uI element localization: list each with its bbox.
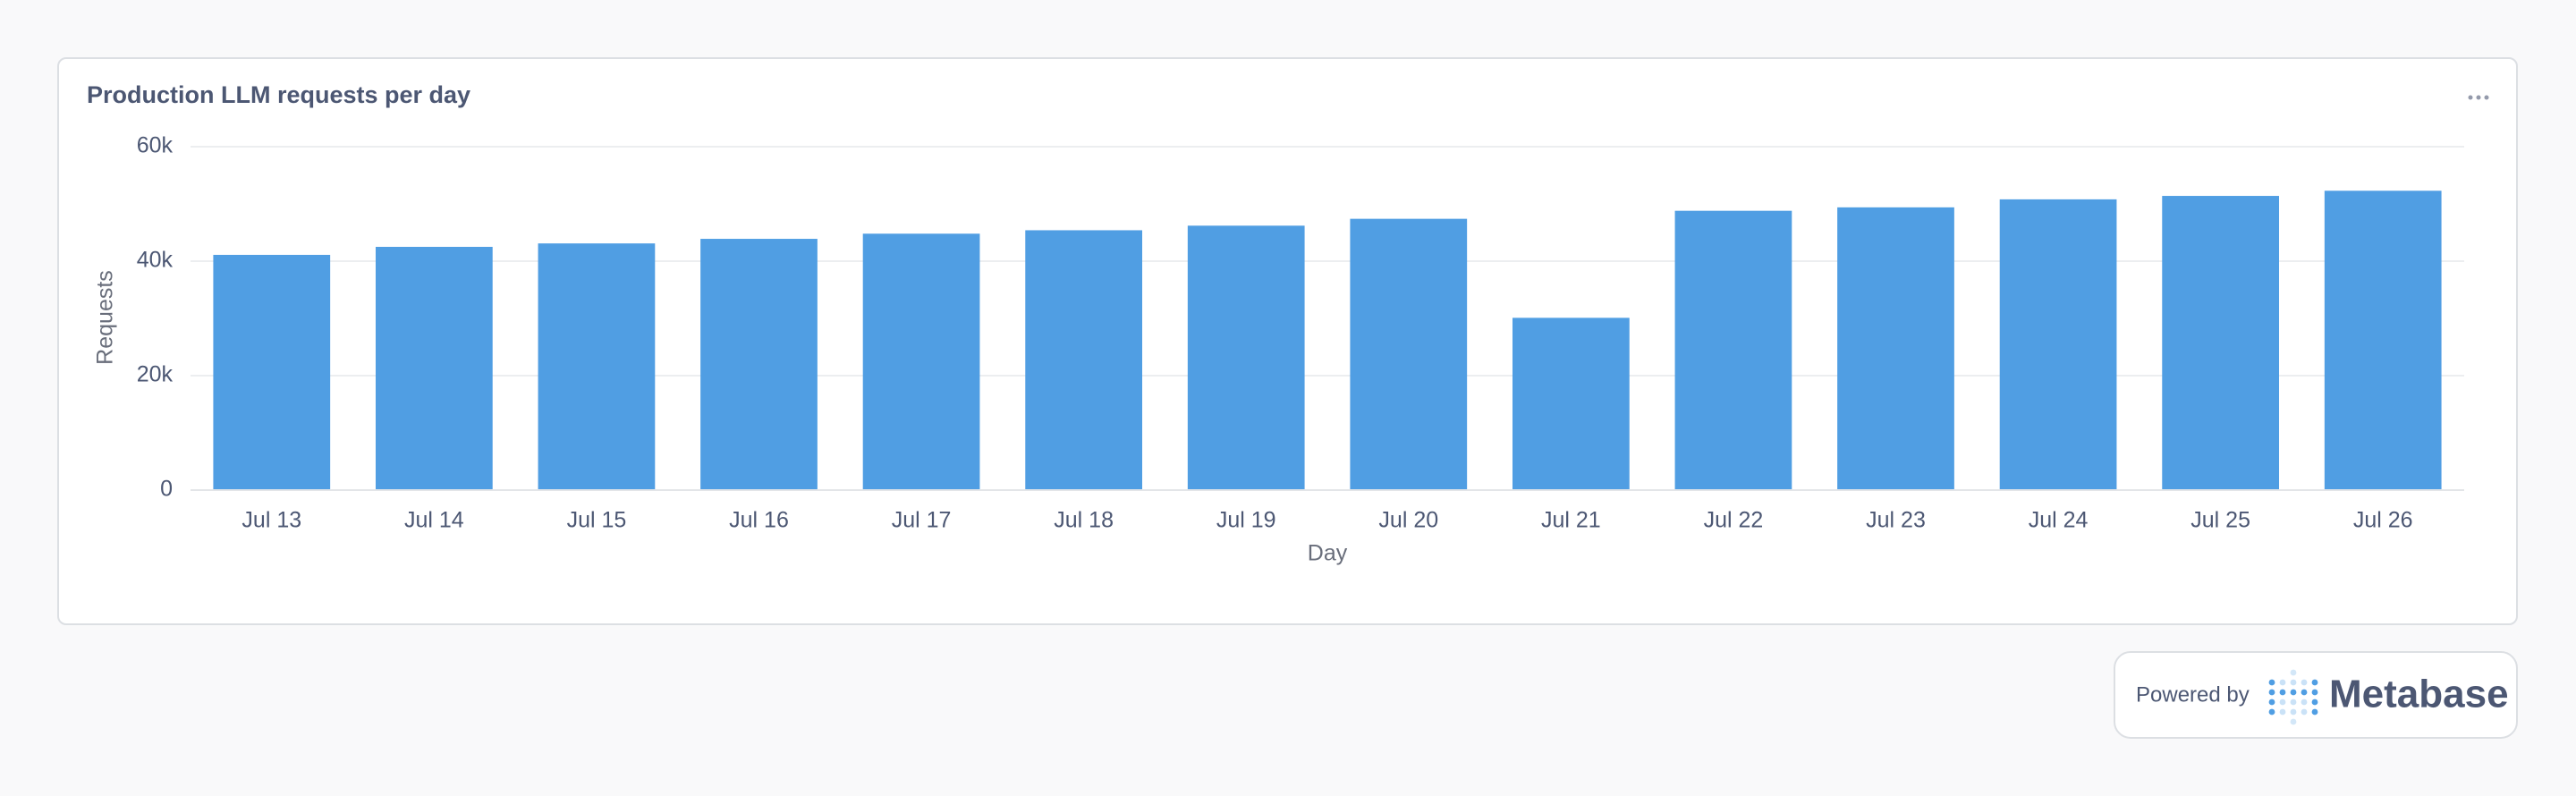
logo-dot — [2279, 699, 2286, 706]
bar — [1837, 207, 1954, 490]
x-tick-label: Jul 25 — [2190, 508, 2250, 533]
bar — [862, 233, 980, 490]
logo-dot — [2311, 699, 2318, 706]
bar — [538, 243, 656, 490]
plot: 0 20k 40k 60k Jul 13 Jul 14 Jul 15 Jul 16 Jul 17… — [137, 133, 2464, 533]
bar — [2324, 191, 2442, 490]
logo-dot — [2301, 689, 2308, 696]
bar — [213, 254, 331, 490]
logo-dot — [2268, 699, 2275, 706]
logo-dot — [2301, 679, 2308, 686]
bar — [2162, 196, 2280, 491]
y-tick-label: 20k — [137, 362, 174, 387]
x-tick-label: Jul 24 — [2029, 508, 2089, 533]
logo-dot — [2290, 718, 2297, 725]
powered-by-text: Powered by — [2136, 682, 2250, 707]
bar — [1025, 230, 1143, 490]
logo-dot — [2279, 679, 2286, 686]
logo-dot — [2311, 679, 2318, 686]
x-tick-label: Jul 21 — [1541, 508, 1601, 533]
x-tick-label: Jul 18 — [1054, 508, 1114, 533]
x-tick-label: Jul 15 — [567, 508, 627, 533]
x-tick-label: Jul 13 — [242, 508, 301, 533]
y-tick-label: 60k — [137, 133, 174, 158]
menu-button[interactable] — [2468, 95, 2489, 100]
logo-dot — [2268, 708, 2275, 716]
bar — [700, 239, 818, 490]
logo-dot — [2268, 679, 2275, 686]
menu-dot[interactable] — [2468, 95, 2473, 100]
bar — [1512, 318, 1630, 490]
y-axis-title: Requests — [93, 270, 118, 365]
logo-dot — [2279, 708, 2286, 716]
chart-title: Production LLM requests per day — [87, 81, 470, 108]
metabase-logo — [2268, 669, 2318, 725]
x-tick-label: Jul 16 — [729, 508, 789, 533]
logo-dot — [2290, 708, 2297, 716]
bar — [1350, 218, 1468, 490]
bar — [1674, 210, 1792, 490]
x-tick-label: Jul 20 — [1378, 508, 1438, 533]
logo-dot — [2290, 699, 2297, 706]
logo-dot — [2290, 679, 2297, 686]
brand-name: Metabase — [2329, 673, 2509, 716]
logo-dot — [2301, 708, 2308, 716]
x-tick-label: Jul 26 — [2353, 508, 2413, 533]
bar — [1187, 225, 1305, 490]
x-tick-label: Jul 14 — [404, 508, 464, 533]
menu-dot[interactable] — [2476, 95, 2481, 100]
menu-dot[interactable] — [2484, 95, 2489, 100]
logo-dot — [2311, 689, 2318, 696]
bar — [1999, 199, 2117, 490]
logo-dot — [2290, 669, 2297, 676]
logo-dot — [2301, 699, 2308, 706]
x-tick-label: Jul 19 — [1216, 508, 1276, 533]
y-tick-label: 40k — [137, 248, 174, 273]
logo-dot — [2290, 689, 2297, 696]
x-tick-label: Jul 22 — [1704, 508, 1764, 533]
bar — [375, 247, 493, 490]
logo-dot — [2311, 708, 2318, 716]
logo-dot — [2279, 689, 2286, 696]
x-axis-title: Day — [1308, 541, 1348, 566]
x-tick-label: Jul 23 — [1866, 508, 1926, 533]
y-tick-label: 0 — [160, 477, 173, 502]
x-tick-label: Jul 17 — [892, 508, 952, 533]
logo-dot — [2268, 689, 2275, 696]
